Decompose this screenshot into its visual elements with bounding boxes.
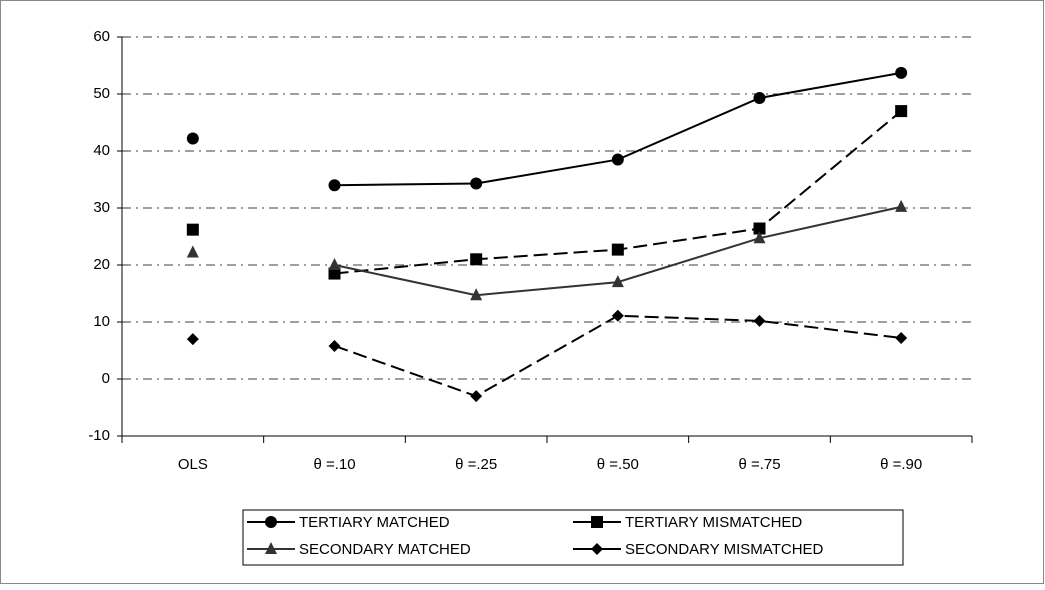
legend-marker (265, 516, 277, 528)
data-point (328, 339, 341, 352)
data-point (895, 199, 908, 212)
x-tick-label: OLS (178, 456, 208, 473)
legend-box (242, 509, 904, 566)
legend-marker (591, 543, 603, 555)
legend-label: TERTIARY MISMATCHED (625, 514, 802, 531)
x-tick-label: θ =.75 (738, 456, 780, 473)
data-point (753, 91, 766, 104)
legend-label: SECONDARY MISMATCHED (625, 541, 824, 558)
data-point (753, 314, 766, 327)
data-point (470, 253, 483, 266)
data-point (186, 245, 199, 258)
data-point (611, 275, 624, 288)
data-point (186, 132, 199, 145)
legend-marker (591, 516, 603, 528)
data-point (328, 179, 341, 192)
legend-marker (265, 542, 277, 554)
data-point (895, 66, 908, 79)
data-point (470, 390, 483, 403)
y-tick-label: -10 (88, 427, 110, 444)
y-tick-label: 40 (93, 142, 110, 159)
data-point (611, 243, 624, 256)
data-point (611, 153, 624, 166)
y-tick-label: 0 (102, 370, 110, 387)
data-point (186, 333, 199, 346)
data-point (611, 309, 624, 322)
y-tick-label: 60 (93, 28, 110, 45)
data-point (753, 231, 766, 244)
data-point (470, 288, 483, 301)
data-point (328, 258, 341, 270)
x-tick-label: θ =.10 (313, 456, 355, 473)
x-tick-label: θ =.90 (880, 456, 922, 473)
data-point (895, 331, 908, 344)
data-point (895, 105, 908, 118)
data-point (328, 267, 341, 280)
x-tick-label: θ =.25 (455, 456, 497, 473)
y-tick-label: 50 (93, 85, 110, 102)
data-point (470, 177, 483, 190)
x-tick-label: θ =.50 (597, 456, 639, 473)
data-point (186, 223, 199, 236)
data-point (753, 222, 766, 235)
legend-label: TERTIARY MATCHED (299, 514, 450, 531)
y-tick-label: 20 (93, 256, 110, 273)
legend-label: SECONDARY MATCHED (299, 541, 471, 558)
y-tick-label: 10 (93, 313, 110, 330)
y-tick-label: 30 (93, 199, 110, 216)
